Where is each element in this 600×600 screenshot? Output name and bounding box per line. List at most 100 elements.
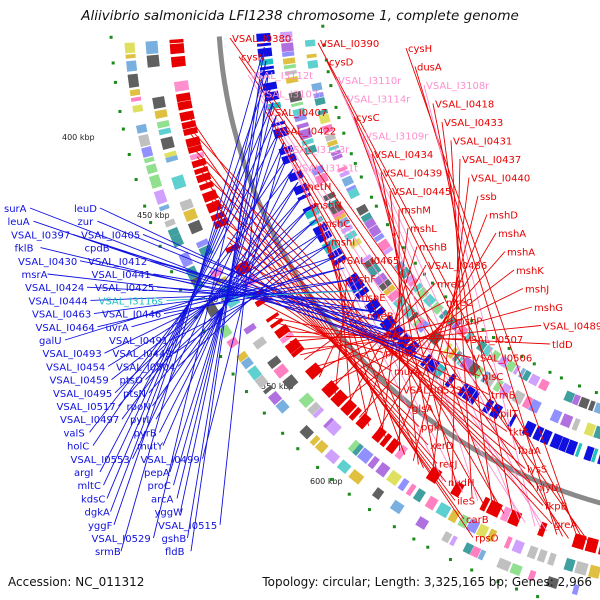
feature-block [171,174,187,190]
reverse-gene-label: argI [74,468,93,479]
forward-gene-label: plsC [482,372,503,383]
feature-block [526,545,539,560]
feature-block [571,394,581,406]
reverse-gene-label: VSAL_I0449 [113,349,172,360]
label-connector [97,220,418,353]
feature-block [486,528,498,543]
reverse-gene-arrow-icon [558,436,570,453]
track-marker [470,319,474,323]
forward-gene-arrow-icon [597,546,600,555]
forward-gene-arrow-icon [355,413,372,430]
track-marker [496,580,500,584]
forward-gene-label: VSAL_I3110r [338,76,402,87]
forward-gene-arrow-icon [187,144,203,154]
label-connector [111,219,316,380]
forward-gene-label: trmB [491,391,516,402]
feature-block [462,542,474,555]
reverse-gene-label: VSAL_I0463 [32,310,91,321]
feature-block [267,390,283,406]
forward-gene-arrow-icon [225,242,240,254]
track-marker [594,391,598,395]
feature-block [311,82,323,92]
label-connector [131,267,345,328]
forward-gene-label: VSAL_I0407 [268,108,327,119]
tick-label: 600 kbp [310,477,343,486]
track-marker [322,43,326,47]
forward-gene-label: mshL [410,224,437,235]
forward-gene-label: VSAL_I0445 [392,187,451,198]
reverse-gene-label: zur [78,217,95,228]
label-connector [451,158,461,487]
label-connector [283,148,464,493]
feature-block [356,203,369,216]
label-connector [152,194,304,407]
reverse-gene-label: kdsC [81,494,105,505]
track-marker [353,162,357,166]
label-connector [202,142,285,459]
label-connector [64,255,337,341]
feature-block [152,96,166,110]
track-marker [491,336,495,340]
feature-block [324,133,337,142]
forward-gene-label: mshE [358,293,386,304]
forward-gene-label: VSAL_I3113r [286,145,350,156]
forward-gene-label: mreD [437,280,465,291]
track-marker [324,58,328,62]
label-connector [149,260,388,324]
feature-block [306,53,317,59]
feature-block [469,545,482,559]
feature-block [477,549,487,561]
track-marker [231,372,235,376]
track-marker [316,465,320,469]
forward-gene-label: VSAL_I0506 [473,354,532,365]
feature-block [285,76,299,84]
forward-gene-label: VSAL_I0422 [277,127,336,138]
feature-block [318,113,331,125]
feature-block [314,439,329,454]
label-connector [247,74,548,532]
feature-block [537,378,550,392]
forward-gene-label: xerD [430,441,454,452]
feature-block [126,60,138,72]
feature-block [145,40,159,55]
forward-gene-label: fkpB [545,502,568,513]
feature-block [240,356,254,370]
feature-block [339,170,350,178]
forward-gene-arrow-icon [304,362,323,380]
feature-block [124,42,136,54]
feature-block [301,137,315,147]
feature-block [290,101,304,108]
forward-gene-label: VSAL_I3114r [347,95,411,106]
reverse-gene-label: ptsO [120,376,143,387]
feature-block [138,133,151,148]
label-connector [113,74,269,525]
reverse-gene-label: ptsN [123,389,146,400]
forward-gene-label: hlyU [536,483,558,494]
track-marker [202,329,206,333]
label-connector [110,247,398,334]
label-connector [47,273,379,313]
forward-gene-arrow-icon [321,380,340,398]
feature-block [281,42,294,53]
feature-block [400,303,417,320]
feature-block [326,139,338,148]
track-marker [374,204,378,208]
forward-gene-label: mshP [455,317,482,328]
label-connector [371,153,458,490]
feature-block [311,164,326,177]
feature-block [143,156,155,164]
forward-gene-arrow-icon [394,444,409,460]
feature-block [412,488,426,503]
track-marker [143,204,147,208]
label-connector [121,181,299,420]
forward-gene-arrow-icon [179,110,195,122]
reverse-gene-arrow-icon [256,32,271,42]
forward-gene-label: VSAL_I3109r [365,132,429,143]
reverse-gene-label: VSAL_I0405 [81,230,140,241]
feature-block [382,246,394,256]
track-marker [349,152,353,156]
forward-gene-label: VSAL_I0523 [403,386,462,397]
label-connector [337,259,352,411]
feature-block [364,217,377,230]
